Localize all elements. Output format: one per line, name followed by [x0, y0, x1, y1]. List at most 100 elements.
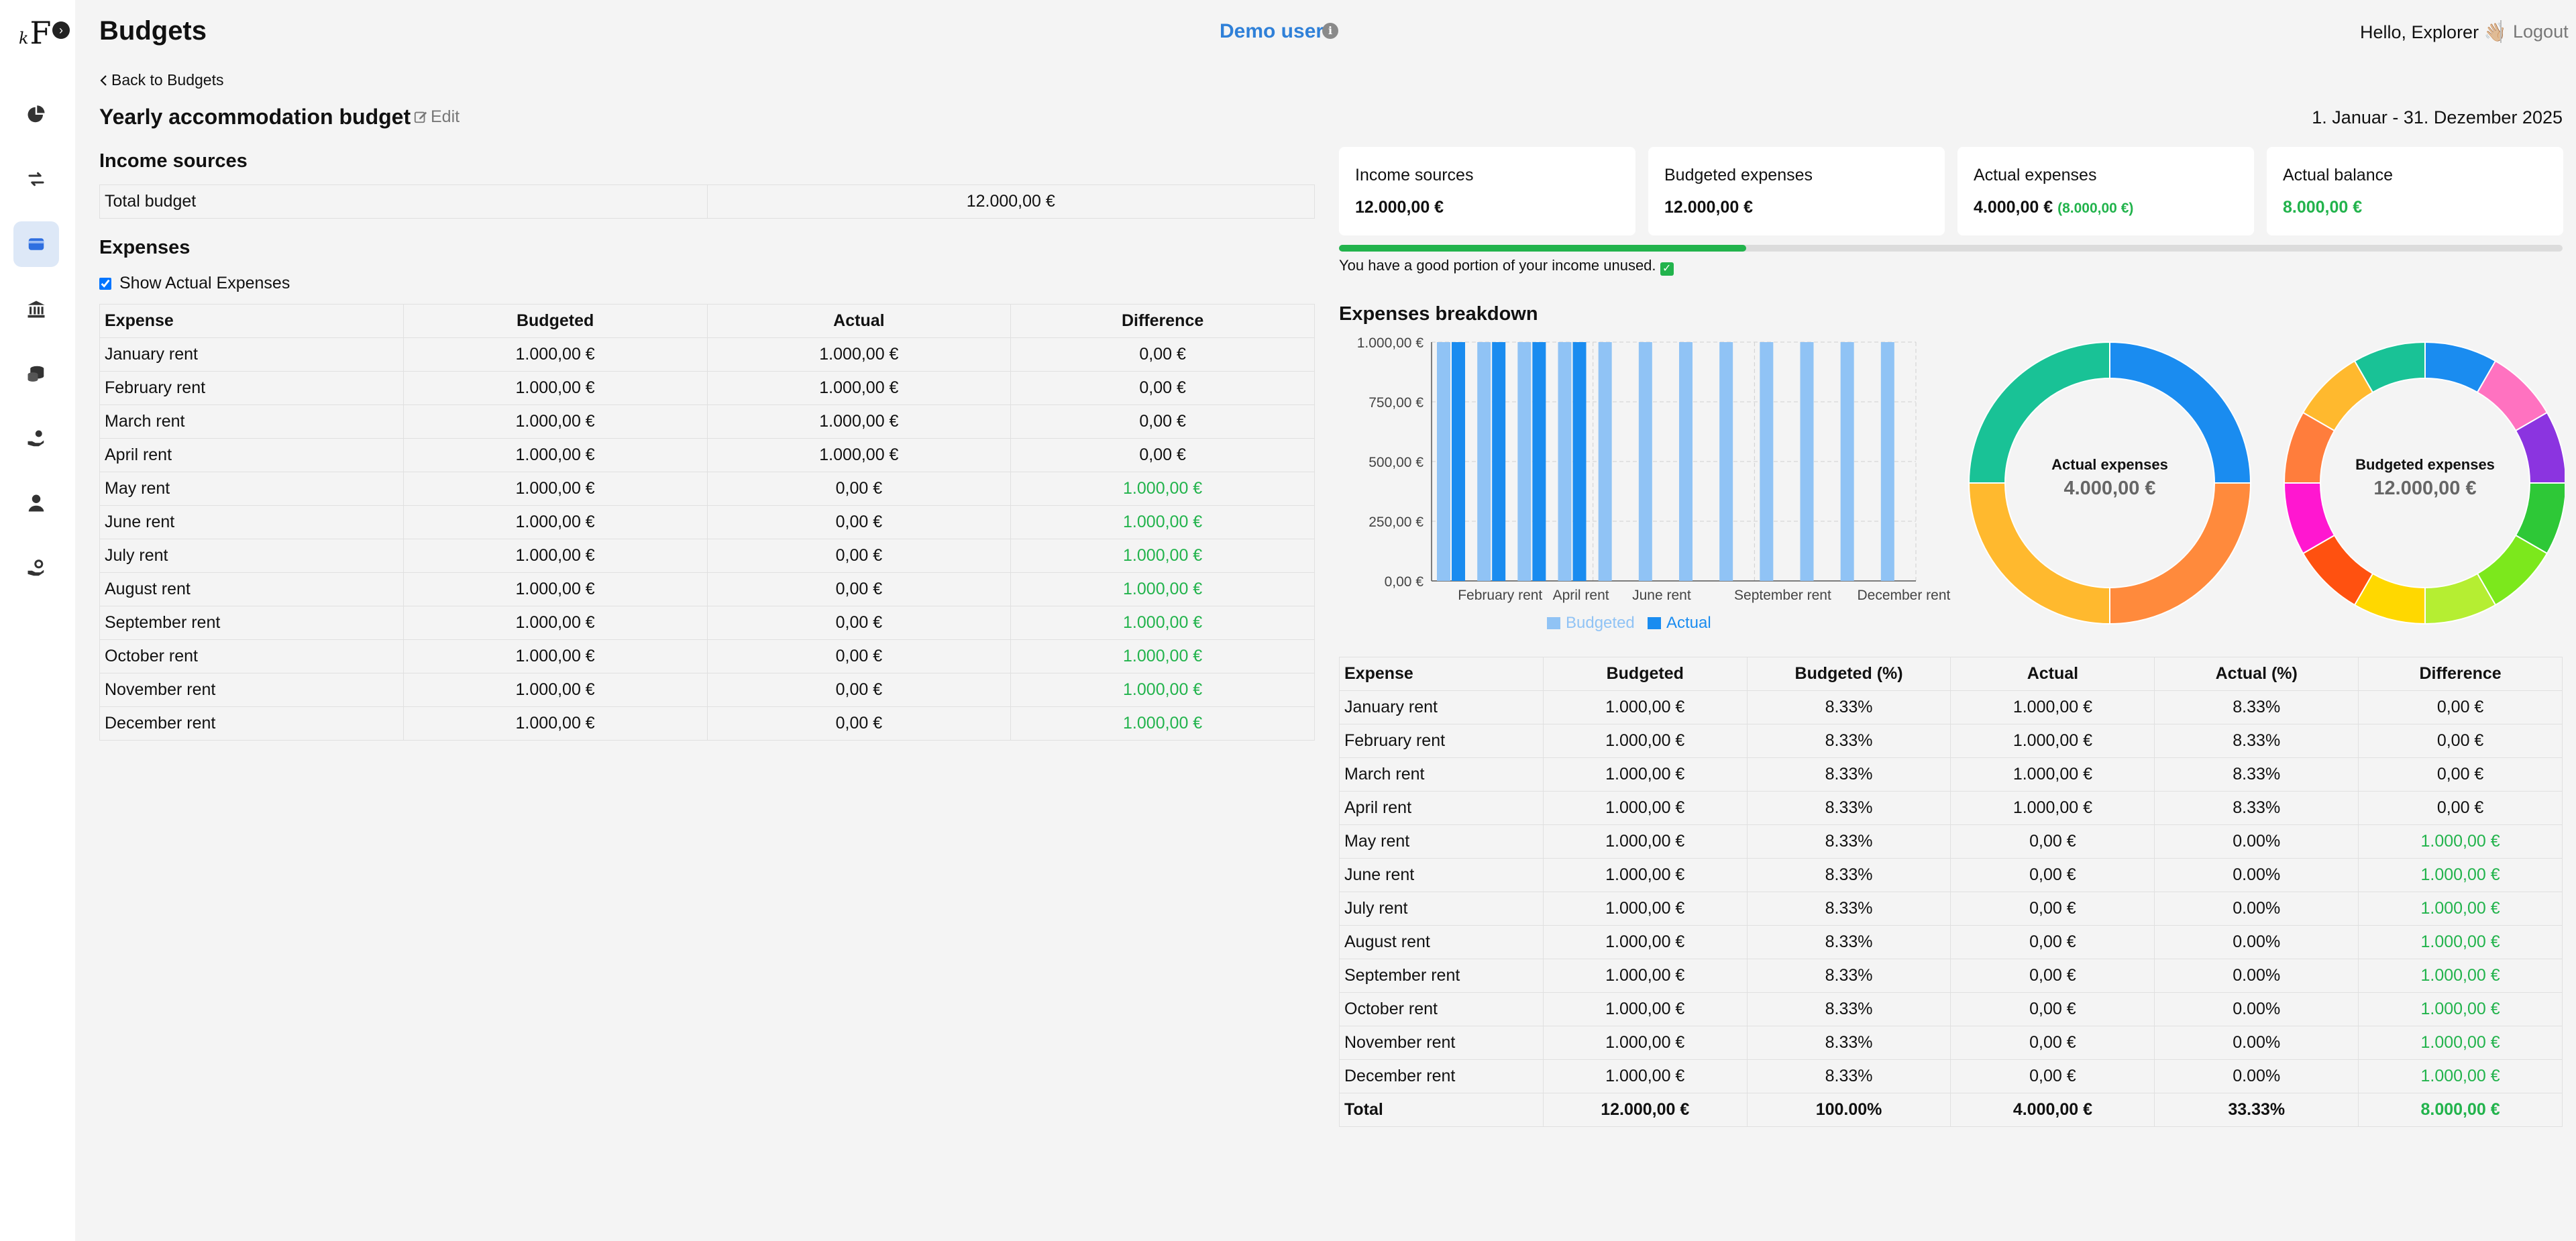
table-cell: 1.000,00 € [1010, 673, 1315, 707]
sidebar-toggle-button[interactable]: › [52, 21, 70, 39]
table-row: July rent 1.000,00 €8.33% 0,00 €0.00% 1.000… [1339, 892, 2563, 926]
summary-card-label: Actual expenses [1974, 166, 2097, 184]
table-cell: 1.000,00 € [706, 404, 1012, 439]
sidebar-item-assets[interactable] [13, 351, 59, 396]
y-tick-label: 0,00 € [1385, 574, 1424, 590]
table-total-row: Total 12.000,00 €100.00% 4.000,00 €33.33% 8… [1339, 1093, 2563, 1127]
sidebar-item-budgets[interactable] [13, 221, 59, 267]
table-cell: 0,00 € [1950, 1026, 2155, 1060]
date-range: 1. Januar - 31. Dezember 2025 [2312, 107, 2563, 127]
table-cell: 1.000,00 € [1542, 757, 1748, 792]
bar-budgeted[interactable] [1760, 342, 1774, 581]
table-cell: 1.000,00 € [706, 371, 1012, 405]
bar-budgeted[interactable] [1477, 342, 1491, 581]
table-cell: 1.000,00 € [1950, 724, 2155, 758]
table-cell: 1.000,00 € [1542, 925, 1748, 959]
sidebar-item-profile[interactable] [13, 480, 59, 526]
summary-card-extra: (8.000,00 €) [2057, 201, 2134, 216]
sidebar-item-settings[interactable] [13, 545, 59, 591]
show-actual-toggle[interactable]: Show Actual Expenses [99, 274, 290, 293]
table-cell: September rent [1339, 959, 1544, 993]
table-row: October rent 1.000,00 €0,00 €1.000,00 € [99, 639, 1315, 673]
donut-slice[interactable] [2353, 341, 2426, 394]
donut-slice[interactable] [1968, 482, 2110, 625]
donut-slice[interactable] [1968, 341, 2110, 484]
table-cell: 1.000,00 € [1010, 606, 1315, 640]
col-header: Budgeted [402, 304, 708, 338]
table-row: January rent 1.000,00 €1.000,00 €0,00 € [99, 337, 1315, 372]
table-cell: June rent [99, 505, 404, 539]
table-cell: 1.000,00 € [1542, 1026, 1748, 1060]
table-cell: 0,00 € [2358, 757, 2563, 792]
total-cell: Total [1339, 1093, 1544, 1127]
donut-slice[interactable] [2109, 482, 2252, 625]
bar-actual[interactable] [1572, 342, 1587, 581]
bar-budgeted[interactable] [1679, 342, 1693, 581]
table-row: Total budget 12.000,00 € [99, 184, 1315, 219]
table-row: December rent 1.000,00 €0,00 €1.000,00 € [99, 706, 1315, 741]
app-logo[interactable]: kF [19, 15, 51, 51]
table-cell: 0,00 € [706, 673, 1012, 707]
summary-card-label: Income sources [1355, 166, 1474, 184]
sidebar-item-dashboard[interactable] [13, 92, 59, 138]
sidebar-item-income[interactable] [13, 416, 59, 462]
table-cell: 8.33% [1746, 724, 1951, 758]
progress-message-text: You have a good portion of your income u… [1339, 257, 1656, 274]
summary-card: Budgeted expenses 12.000,00 € [1648, 147, 1945, 235]
summary-card-amount: 8.000,00 € [2283, 198, 2363, 217]
bar-budgeted[interactable] [1880, 342, 1894, 581]
bar-budgeted[interactable] [1598, 342, 1612, 581]
table-cell: 1.000,00 € [402, 472, 708, 506]
table-row: September rent 1.000,00 €8.33% 0,00 €0.00%… [1339, 959, 2563, 993]
bar-budgeted[interactable] [1719, 342, 1733, 581]
legend-label[interactable]: Actual [1666, 614, 1711, 632]
user-greeting: Hello, Explorer 👋🏼 [2360, 22, 2507, 42]
chevron-right-icon: › [59, 23, 63, 37]
info-icon[interactable]: i [1322, 23, 1338, 39]
back-to-budgets-link[interactable]: Back to Budgets [99, 71, 224, 89]
expenses-bar-chart: 0,00 € 250,00 € 500,00 € 750,00 € 1.000,00 €… [1357, 337, 1951, 632]
table-cell: August rent [99, 572, 404, 606]
bar-actual[interactable] [1452, 342, 1465, 581]
table-cell: 1.000,00 € [1542, 892, 1748, 926]
bar-actual[interactable] [1492, 342, 1506, 581]
table-cell: 8.33% [2154, 757, 2359, 792]
table-cell: 0.00% [2154, 1059, 2359, 1093]
table-cell: 1.000,00 € [2358, 824, 2563, 859]
table-cell: January rent [99, 337, 404, 372]
sidebar-item-accounts[interactable] [13, 286, 59, 332]
sidebar-item-transactions[interactable] [13, 156, 59, 202]
bar-budgeted[interactable] [1517, 342, 1532, 581]
summary-card: Income sources 12.000,00 € [1339, 147, 1635, 235]
bar-budgeted[interactable] [1638, 342, 1652, 581]
bar-budgeted[interactable] [1840, 342, 1854, 581]
bar-budgeted[interactable] [1437, 342, 1450, 581]
legend-label[interactable]: Budgeted [1566, 614, 1635, 632]
table-row: September rent 1.000,00 €0,00 €1.000,00 € [99, 606, 1315, 640]
bar-budgeted[interactable] [1800, 342, 1814, 581]
show-actual-checkbox[interactable] [99, 277, 111, 290]
budget-name: Yearly accommodation budget [99, 105, 411, 129]
table-cell: 1.000,00 € [402, 371, 708, 405]
table-cell: March rent [1339, 757, 1544, 792]
table-row: May rent 1.000,00 €0,00 €1.000,00 € [99, 472, 1315, 506]
table-cell: August rent [1339, 925, 1544, 959]
table-cell: 0,00 € [1010, 371, 1315, 405]
logout-link[interactable]: Logout [2513, 21, 2569, 42]
table-cell: October rent [99, 639, 404, 673]
bar-budgeted[interactable] [1558, 342, 1572, 581]
table-cell: 1.000,00 € [1542, 959, 1748, 993]
expenses-breakdown-title: Expenses breakdown [1339, 303, 1538, 325]
y-tick-label: 750,00 € [1368, 395, 1424, 411]
actual-donut-svg [1968, 341, 2252, 625]
y-tick-label: 250,00 € [1368, 515, 1424, 530]
col-header: Expense [1339, 657, 1544, 691]
table-cell: 1.000,00 € [402, 337, 708, 372]
table-cell: 0,00 € [2358, 690, 2563, 724]
bar-actual[interactable] [1532, 342, 1546, 581]
table-cell: 8.33% [1746, 959, 1951, 993]
table-cell: 1.000,00 € [2358, 892, 2563, 926]
table-header-row: Expense Budgeted Actual Difference [99, 304, 1315, 338]
edit-budget-button[interactable]: Edit [413, 107, 460, 127]
donut-slice[interactable] [2514, 411, 2565, 484]
